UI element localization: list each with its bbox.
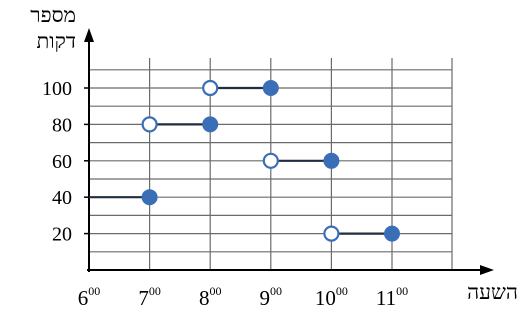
y-tick-label: 100 (42, 78, 72, 100)
grid (90, 58, 453, 270)
y-axis-label-line-2: דקות (36, 29, 76, 53)
x-tick-label: 1100 (376, 284, 408, 310)
y-tick-label: 80 (52, 114, 72, 136)
closed-point (323, 152, 340, 169)
x-tick-label: 800 (199, 284, 222, 310)
x-tick-label: 600 (78, 284, 101, 310)
x-tick-label: 700 (138, 284, 161, 310)
open-point (141, 116, 158, 133)
x-axis-arrow-icon (480, 265, 494, 275)
open-point (202, 79, 219, 97)
x-tick-label: 900 (260, 284, 283, 310)
y-tick-label: 60 (52, 151, 72, 173)
axes (84, 28, 494, 275)
tick-labels: 20 40 60 80 100 600 700 800 900 1000 1100 (42, 78, 408, 310)
step-series (89, 79, 400, 242)
open-point (323, 225, 340, 242)
y-tick-label: 20 (52, 224, 72, 246)
x-tick-label: 1000 (315, 284, 348, 310)
x-axis-label: השעה (467, 280, 518, 304)
axis-labels: מספר דקות השעה (30, 3, 518, 304)
closed-point (384, 225, 400, 242)
closed-point (262, 80, 279, 96)
closed-point (202, 116, 219, 133)
y-axis-label-line-1: מספר (30, 3, 76, 27)
closed-point (141, 189, 158, 206)
y-tick-label: 40 (52, 187, 72, 209)
open-point (262, 152, 279, 169)
y-axis-arrow-icon (84, 28, 94, 42)
